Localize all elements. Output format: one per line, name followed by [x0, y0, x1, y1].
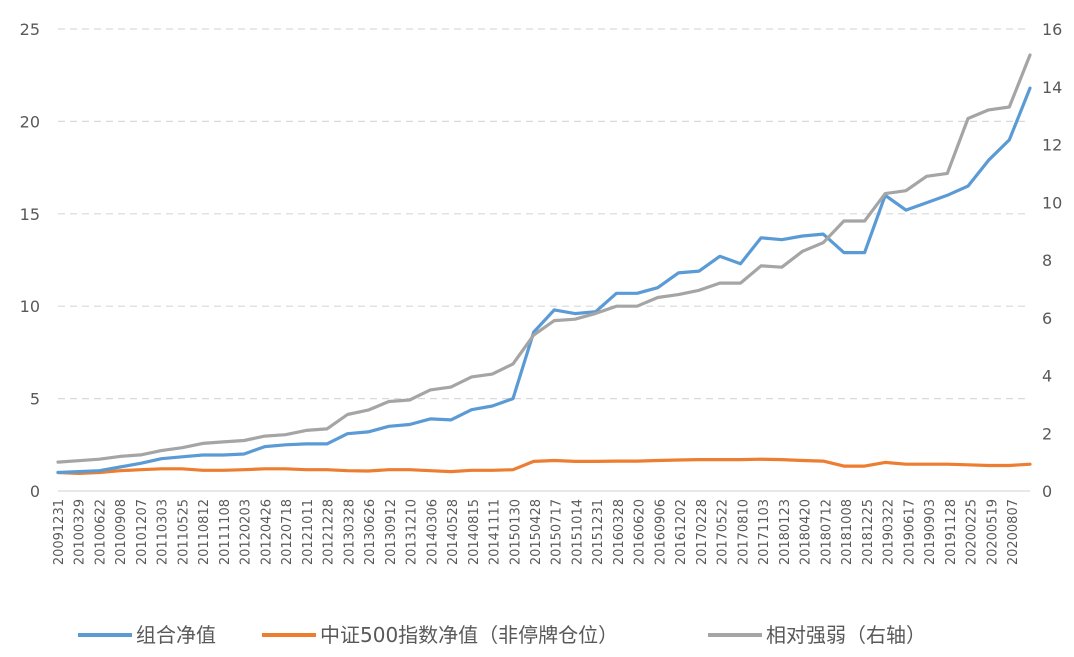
- right-tick-label: 2: [1042, 424, 1052, 443]
- x-tick-label: 20180712: [819, 499, 834, 565]
- series-lines: [56, 53, 1032, 475]
- right-y-axis: 0 2 4 6 8 10 12 14 16: [1042, 20, 1062, 501]
- x-tick-label: 20150130: [508, 499, 523, 565]
- x-tick-label: 20121011: [301, 499, 316, 565]
- x-tick-label: 20100329: [73, 499, 88, 565]
- x-tick-label: 20180123: [778, 499, 793, 565]
- x-tick-label: 20120718: [280, 499, 295, 565]
- x-tick-label: 20150428: [529, 499, 544, 565]
- gridlines: [58, 28, 1030, 492]
- x-tick-label: 20151231: [591, 499, 606, 565]
- left-tick-label: 15: [20, 205, 40, 224]
- legend-label: 组合净值: [136, 623, 216, 647]
- x-tick-label: 20190903: [923, 499, 938, 565]
- left-tick-label: 20: [20, 112, 40, 131]
- right-tick-label: 4: [1042, 367, 1052, 386]
- x-tick-label: 20110303: [156, 499, 171, 565]
- x-tick-label: 20141111: [488, 499, 503, 565]
- x-tick-label: 20191128: [944, 499, 959, 565]
- legend-label: 中证500指数净值（非停牌仓位）: [320, 623, 618, 647]
- x-tick-label: 20130626: [363, 499, 378, 565]
- x-tick-label: 20150717: [550, 499, 565, 565]
- legend: 组合净值 中证500指数净值（非停牌仓位） 相对强弱（右轴）: [78, 623, 926, 647]
- x-tick-label: 20140306: [425, 499, 440, 565]
- left-tick-label: 0: [30, 482, 40, 501]
- left-tick-label: 5: [30, 390, 40, 409]
- x-tick-label: 20170810: [736, 499, 751, 565]
- x-axis: 20091231 20100329 20100622 20100908 20101207…: [52, 499, 1021, 565]
- x-tick-label: 20130328: [342, 499, 357, 565]
- x-tick-label: 20121228: [322, 499, 337, 565]
- x-tick-label: 20091231: [52, 499, 67, 565]
- x-tick-label: 20200807: [1006, 499, 1021, 565]
- x-tick-label: 20160328: [612, 499, 627, 565]
- x-tick-label: 20101207: [135, 499, 150, 565]
- x-tick-label: 20140815: [467, 499, 482, 565]
- x-tick-label: 20181225: [861, 499, 876, 565]
- right-tick-label: 0: [1042, 482, 1052, 501]
- x-tick-label: 20190617: [902, 499, 917, 565]
- x-tick-label: 20120426: [259, 499, 274, 565]
- x-tick-label: 20120203: [239, 499, 254, 565]
- x-tick-label: 20170228: [695, 499, 710, 565]
- right-tick-label: 16: [1042, 20, 1062, 39]
- x-tick-label: 20200519: [985, 499, 1000, 565]
- left-y-axis: 0 5 10 15 20 25: [20, 20, 40, 501]
- x-tick-label: 20100908: [114, 499, 129, 565]
- series-line-2: [56, 53, 1032, 464]
- right-tick-label: 14: [1042, 78, 1062, 97]
- right-tick-label: 10: [1042, 193, 1062, 212]
- x-tick-label: 20111108: [218, 499, 233, 565]
- left-tick-label: 10: [20, 297, 40, 316]
- x-tick-label: 20200225: [965, 499, 980, 565]
- right-tick-label: 8: [1042, 251, 1052, 270]
- x-tick-label: 20161202: [674, 499, 689, 565]
- x-tick-label: 20131210: [405, 499, 420, 565]
- x-tick-label: 20181008: [840, 499, 855, 565]
- x-tick-label: 20190322: [882, 499, 897, 565]
- series-line-1: [56, 457, 1032, 475]
- x-tick-label: 20151014: [570, 499, 585, 565]
- series-line-0: [56, 86, 1032, 475]
- x-tick-label: 20100622: [93, 499, 108, 565]
- x-tick-label: 20160620: [633, 499, 648, 565]
- x-tick-label: 20171103: [757, 499, 772, 565]
- x-tick-label: 20160906: [653, 499, 668, 565]
- right-tick-label: 12: [1042, 136, 1062, 155]
- x-tick-label: 20130912: [384, 499, 399, 565]
- left-tick-label: 25: [20, 20, 40, 39]
- legend-label: 相对强弱（右轴）: [766, 623, 926, 647]
- x-tick-label: 20110812: [197, 499, 212, 565]
- x-tick-label: 20180420: [799, 499, 814, 565]
- x-tick-label: 20110525: [176, 499, 191, 565]
- right-tick-label: 6: [1042, 309, 1052, 328]
- x-tick-label: 20140528: [446, 499, 461, 565]
- x-tick-label: 20170522: [716, 499, 731, 565]
